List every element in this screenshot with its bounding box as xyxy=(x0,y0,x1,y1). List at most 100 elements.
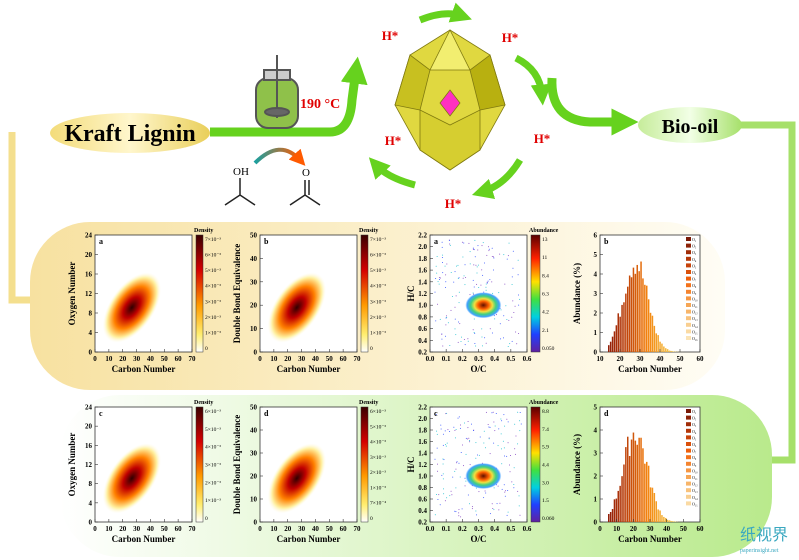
point xyxy=(442,272,444,274)
alcohol-oh: OH xyxy=(233,166,249,178)
bar xyxy=(653,325,656,352)
panel-letter: b xyxy=(264,237,269,246)
x-tick-label: 10 xyxy=(105,525,113,533)
y-tick-label: 1.4 xyxy=(418,450,427,458)
legend-label: O₃ xyxy=(692,250,697,255)
y-tick-label: 0.4 xyxy=(418,337,427,345)
point xyxy=(435,413,437,415)
point xyxy=(481,245,483,247)
x-tick-label: 30 xyxy=(647,525,655,533)
point xyxy=(454,271,456,273)
point xyxy=(481,345,483,347)
colorbar-tick-label: 1.5 xyxy=(542,498,549,504)
y-tick-label: 1.6 xyxy=(418,267,427,275)
point xyxy=(441,241,443,243)
x-tick-label: 70 xyxy=(189,525,197,533)
x-tick-label: 40 xyxy=(312,525,320,533)
point xyxy=(496,314,498,316)
point xyxy=(437,281,439,283)
bar xyxy=(646,285,648,352)
x-axis-label: Carbon Number xyxy=(112,534,176,544)
active-site: H* xyxy=(385,133,402,148)
bar xyxy=(659,341,661,352)
bar xyxy=(665,517,667,522)
point xyxy=(449,244,451,246)
bar xyxy=(672,521,675,522)
point xyxy=(449,495,451,497)
colorbar-tick-label: 11 xyxy=(542,255,548,261)
y-tick-label: 10 xyxy=(250,325,258,333)
point xyxy=(503,254,505,256)
point xyxy=(464,477,466,479)
point xyxy=(511,283,513,285)
y-tick-label: 1.4 xyxy=(418,278,427,286)
point xyxy=(446,442,448,444)
x-tick-label: 0.4 xyxy=(490,355,499,363)
point xyxy=(444,444,446,446)
panel: c 0 10 20 30 40 50 60 70 0 4 8 12 16 20 24 Carbon Number… xyxy=(67,400,221,544)
point xyxy=(473,286,475,288)
colorbar-tick-label: 1×10⁻³ xyxy=(370,330,386,336)
point xyxy=(456,461,458,463)
point xyxy=(443,488,445,490)
point xyxy=(441,338,443,340)
colorbar-tick-label: 0.060 xyxy=(542,516,555,522)
x-tick-label: 0.1 xyxy=(442,355,451,363)
legend-swatch xyxy=(686,461,691,466)
x-tick-label: 0.6 xyxy=(523,355,532,363)
x-tick-label: 50 xyxy=(677,355,685,363)
point xyxy=(475,442,477,444)
legend-label: O₁ xyxy=(692,237,697,242)
x-tick-label: 40 xyxy=(663,525,671,533)
point xyxy=(472,248,474,250)
point xyxy=(485,492,487,494)
legend-swatch xyxy=(686,422,691,427)
legend-swatch xyxy=(686,336,691,340)
point xyxy=(478,287,480,289)
point xyxy=(503,447,505,449)
point xyxy=(513,487,515,489)
point xyxy=(509,343,511,345)
point xyxy=(454,328,456,330)
colorbar xyxy=(530,406,541,523)
point xyxy=(512,267,514,269)
bar xyxy=(647,465,650,522)
y-axis-label: Abundance (%) xyxy=(572,434,582,495)
point xyxy=(455,468,457,470)
point xyxy=(488,248,490,250)
bar xyxy=(668,350,671,352)
x-tick-label: 50 xyxy=(326,525,334,533)
legend-swatch xyxy=(686,488,691,493)
colorbar-tick-label: 1×10⁻³ xyxy=(370,485,386,491)
point xyxy=(475,345,477,347)
point xyxy=(516,343,518,345)
point xyxy=(506,514,508,516)
point xyxy=(504,495,506,497)
point xyxy=(492,507,494,509)
legend-swatch xyxy=(686,475,691,479)
point xyxy=(513,484,515,486)
point xyxy=(514,453,516,455)
point xyxy=(438,494,440,496)
point xyxy=(515,435,517,437)
density-blob xyxy=(102,443,162,514)
legend-swatch xyxy=(686,243,691,248)
point xyxy=(507,511,509,513)
point xyxy=(485,342,487,344)
colorbar xyxy=(195,234,204,353)
point xyxy=(493,487,495,489)
point xyxy=(467,338,469,340)
point xyxy=(487,424,489,426)
point xyxy=(507,421,509,423)
x-tick-label: 0.3 xyxy=(474,355,483,363)
y-tick-label: 0.8 xyxy=(418,484,427,492)
y-tick-label: 24 xyxy=(85,232,93,240)
watermark-name: 纸视界 xyxy=(740,526,788,544)
point xyxy=(434,291,436,293)
x-tick-label: 70 xyxy=(354,355,362,363)
panel-letter: d xyxy=(264,409,269,418)
bar xyxy=(609,341,612,352)
point xyxy=(506,455,508,457)
point xyxy=(442,444,444,446)
active-site: H* xyxy=(382,28,399,43)
